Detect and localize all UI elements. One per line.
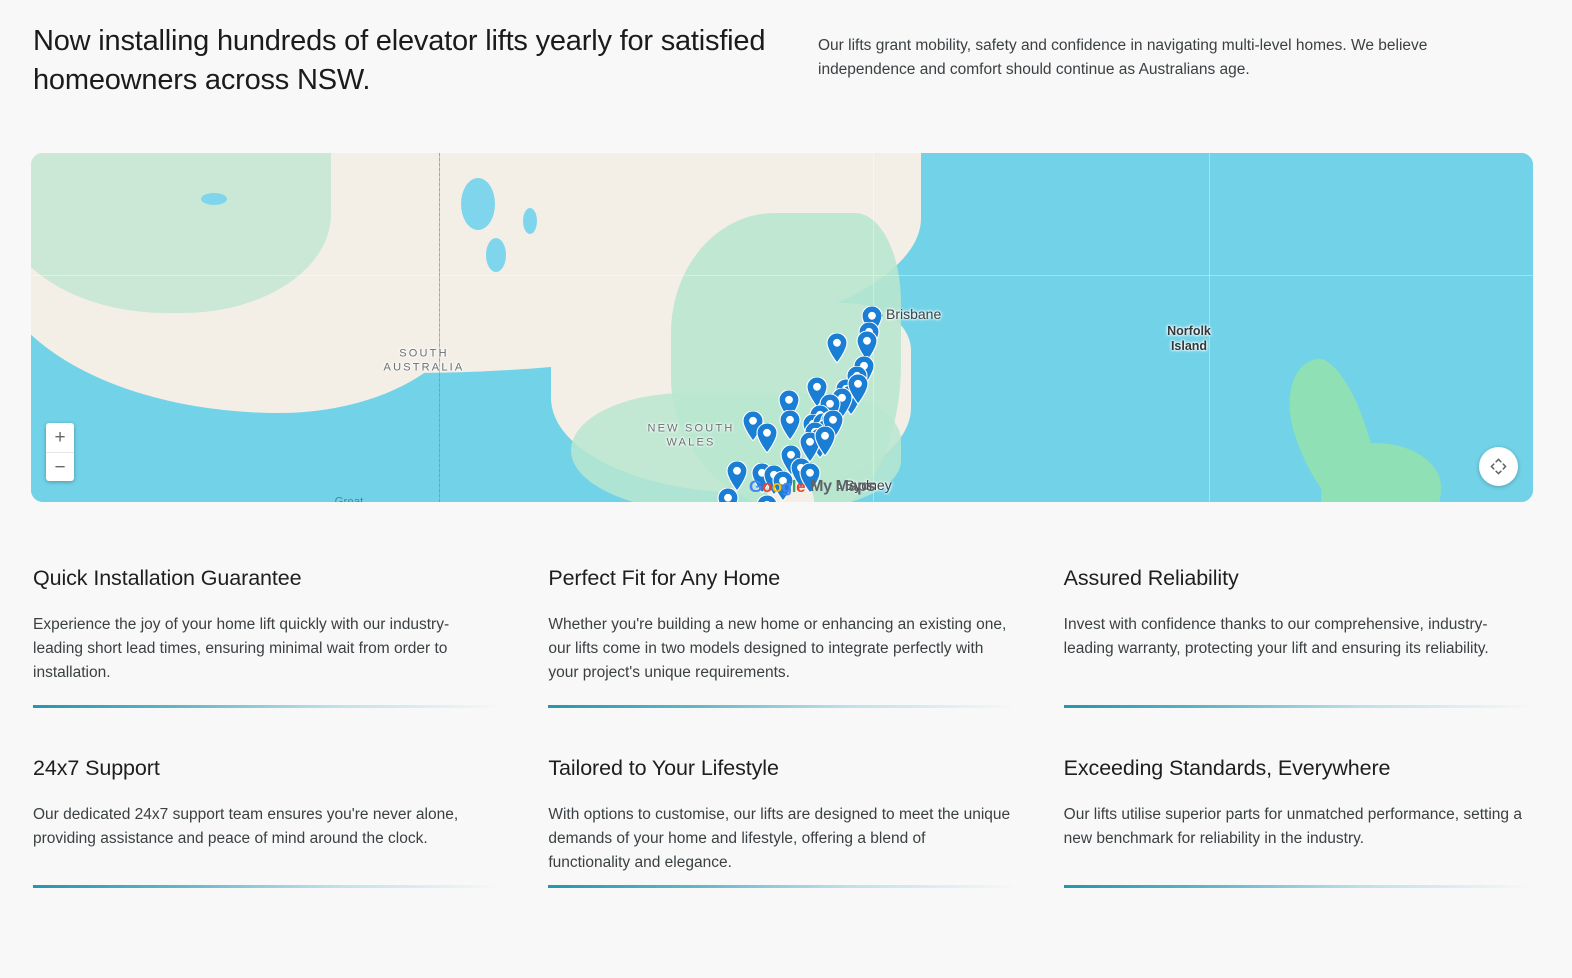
- feature-title: Tailored to Your Lifestyle: [548, 756, 779, 780]
- map-expand-button[interactable]: [1479, 447, 1518, 486]
- intro-left: Now installing hundreds of elevator lift…: [33, 22, 778, 99]
- feature-underline: [548, 885, 1019, 888]
- lake-torrens: [486, 238, 506, 272]
- map-pin[interactable]: [814, 426, 836, 456]
- map-pin[interactable]: [756, 423, 778, 453]
- intro-section: Now installing hundreds of elevator lift…: [0, 0, 1572, 99]
- feature-title: Perfect Fit for Any Home: [548, 566, 781, 590]
- map-pin[interactable]: [856, 331, 878, 361]
- feature-body: With options to customise, our lifts are…: [548, 806, 1011, 872]
- feature-underline: [1063, 705, 1534, 708]
- vegetation-southwest: [31, 153, 331, 313]
- feature-body: Invest with confidence thanks to our com…: [1063, 616, 1489, 658]
- map-pin[interactable]: [772, 471, 794, 501]
- lake-west: [201, 193, 227, 205]
- feature-body: Our lifts utilise superior parts for unm…: [1063, 806, 1522, 848]
- feature-underline: [33, 705, 503, 708]
- feature-underline: [548, 705, 1019, 708]
- zoom-in-button[interactable]: +: [54, 427, 66, 448]
- feature-card-exceeding-standards-everywhere: Exceeding Standards, Everywhere Our lift…: [1063, 735, 1539, 950]
- map-pin[interactable]: [756, 495, 778, 502]
- map-pin[interactable]: [799, 463, 821, 493]
- my-maps-label: My Maps: [810, 478, 875, 495]
- map-pin[interactable]: [826, 333, 848, 363]
- map-pin[interactable]: [779, 410, 801, 440]
- features-grid: Quick Installation Guarantee Experience …: [0, 545, 1572, 950]
- map-pin[interactable]: [726, 461, 748, 491]
- feature-body: Experience the joy of your home lift qui…: [33, 616, 450, 682]
- page-title: Now installing hundreds of elevator lift…: [33, 25, 766, 96]
- feature-card-quick-installation-guarantee: Quick Installation Guarantee Experience …: [33, 545, 508, 735]
- feature-card-24x7-support: 24x7 Support Our dedicated 24x7 support …: [33, 735, 508, 950]
- lake-frome: [523, 208, 537, 234]
- feature-title: Assured Reliability: [1063, 566, 1239, 590]
- feature-card-tailored-to-your-lifestyle: Tailored to Your Lifestyle With options …: [548, 735, 1023, 950]
- map-gridline-v2: [1209, 153, 1210, 502]
- feature-title: Exceeding Standards, Everywhere: [1063, 756, 1391, 780]
- feature-title: 24x7 Support: [33, 756, 160, 780]
- map-border-sa-wa: [439, 153, 440, 502]
- map-pin[interactable]: [847, 374, 869, 404]
- feature-body: Our dedicated 24x7 support team ensures …: [33, 806, 459, 848]
- feature-underline: [33, 885, 503, 888]
- feature-underline: [1063, 885, 1534, 888]
- feature-title: Quick Installation Guarantee: [33, 566, 302, 590]
- intro-paragraph: Our lifts grant mobility, safety and con…: [818, 37, 1428, 79]
- map-pin[interactable]: [717, 488, 739, 502]
- feature-body: Whether you're building a new home or en…: [548, 616, 1007, 682]
- zoom-out-button[interactable]: −: [46, 452, 74, 481]
- pan-arrows-icon: [1490, 458, 1507, 475]
- intro-right: Our lifts grant mobility, safety and con…: [818, 22, 1518, 99]
- map-gridline-h: [31, 275, 1533, 276]
- lake-eyre: [461, 178, 495, 230]
- feature-card-assured-reliability: Assured Reliability Invest with confiden…: [1063, 545, 1539, 735]
- feature-card-perfect-fit-for-any-home: Perfect Fit for Any Home Whether you're …: [548, 545, 1023, 735]
- map-zoom-controls[interactable]: + −: [46, 423, 74, 481]
